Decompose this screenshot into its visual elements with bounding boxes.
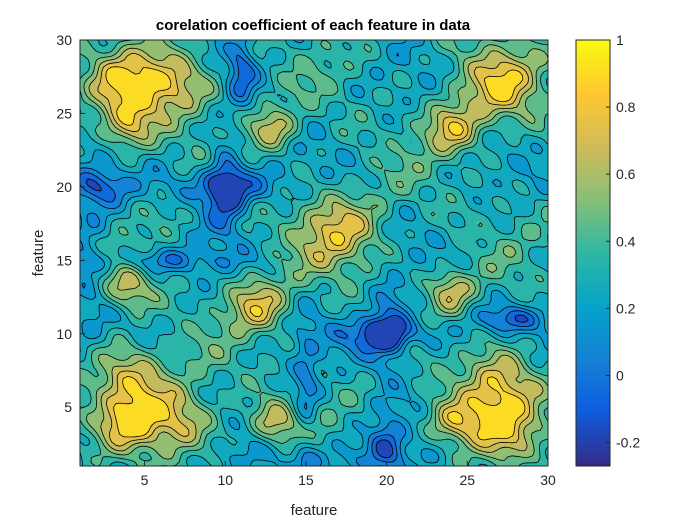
contour-line-2 — [79, 42, 540, 467]
plot-area — [79, 39, 549, 467]
y-axis: 5 10 15 20 25 30 — [56, 32, 85, 415]
contour-line-1 — [79, 54, 535, 463]
y-tick-label: 10 — [56, 326, 72, 342]
contour-line-5 — [79, 39, 549, 467]
contour-line-8 — [97, 53, 530, 448]
x-tick-label: 10 — [217, 472, 233, 488]
contour-lines — [79, 39, 549, 467]
colorbar-tick-label: 0.8 — [616, 99, 636, 115]
contour-line-4 — [79, 39, 549, 467]
colorbar-gradient — [575, 39, 611, 467]
y-tick-label: 30 — [56, 32, 72, 48]
contour-line-9 — [105, 66, 526, 441]
colorbar-tick-label: 0.6 — [616, 166, 636, 182]
x-tick-label: 25 — [460, 472, 476, 488]
x-tick-label: 30 — [540, 472, 556, 488]
x-tick-label: 5 — [141, 472, 149, 488]
y-tick-label: 5 — [64, 399, 72, 415]
contour-line-0 — [85, 172, 529, 459]
x-tick-label: 15 — [298, 472, 314, 488]
colorbar-tick-label: 0 — [616, 367, 624, 383]
chart-title: corelation coefficient of each feature i… — [156, 17, 471, 34]
y-tick-label: 25 — [56, 105, 72, 121]
plot-frame — [79, 39, 549, 467]
colorbar: -0.2 0 0.2 0.4 0.6 0.8 1 — [575, 32, 640, 467]
contour-line-7 — [88, 47, 544, 453]
colorbar-ticks: -0.2 0 0.2 0.4 0.6 0.8 1 — [606, 32, 640, 451]
x-axis-label: feature — [291, 502, 338, 519]
x-tick-label: 20 — [379, 472, 395, 488]
x-axis: 5 10 15 20 25 30 — [141, 461, 556, 488]
contour-line-6 — [83, 39, 549, 461]
y-axis-label: feature — [30, 230, 47, 277]
colorbar-tick-label: -0.2 — [616, 435, 640, 451]
y-tick-label: 15 — [56, 252, 72, 268]
colorbar-tick-label: 1 — [616, 32, 624, 48]
y-tick-label: 20 — [56, 179, 72, 195]
colorbar-tick-label: 0.4 — [616, 233, 636, 249]
contour-line-3 — [79, 39, 549, 467]
colorbar-tick-label: 0.2 — [616, 300, 636, 316]
